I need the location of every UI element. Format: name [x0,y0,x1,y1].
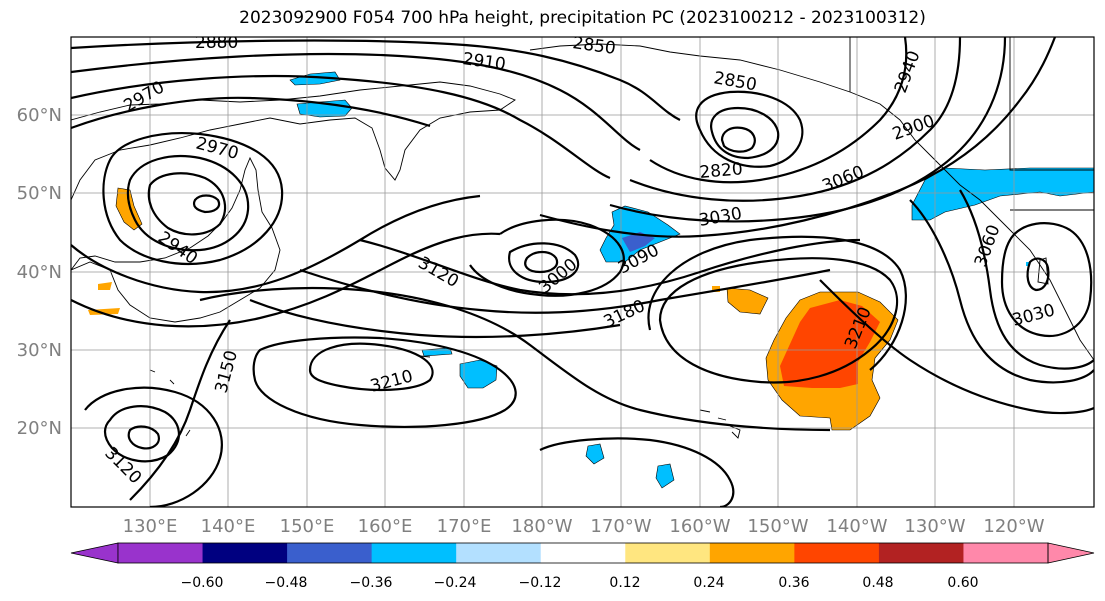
colorbar-tick-label: −0.36 [350,575,393,591]
colorbar-extend-min [70,542,119,564]
lat-label: 60°N [17,105,62,126]
colorbar-segment [878,543,964,563]
colorbar-tick-label: 0.60 [947,575,978,591]
lon-label: 160°E [358,516,413,537]
colorbar-segment [202,543,288,563]
lon-label: 150°W [747,516,808,537]
precip-positive-areas [88,187,899,431]
colorbar-tick-label: −0.24 [434,575,477,591]
longitude-labels: 130°E 140°E 150°E 160°E 170°E 180°W 170°… [123,516,1045,537]
lon-label: 180°W [511,516,572,537]
lon-label: 150°E [280,516,335,537]
colorbar-tick-label: 0.36 [778,575,809,591]
lon-label: 120°W [983,516,1044,537]
colorbar-segment [287,543,373,563]
colorbar-segment [371,543,457,563]
colorbar-segment [456,543,542,563]
lat-label: 20°N [17,418,62,439]
lon-label: 130°E [123,516,178,537]
lon-label: 140°W [826,516,887,537]
colorbar-segment [794,543,880,563]
latitude-labels: 60°N 50°N 40°N 30°N 20°N [17,105,62,439]
lon-label: 130°W [904,516,965,537]
height-contours [71,37,1094,507]
colorbar-tick-labels: −0.60 −0.48 −0.36 −0.24 −0.12 0.12 0.24 … [181,575,979,591]
map-title: 2023092900 F054 700 hPa height, precipit… [239,8,926,28]
lat-label: 30°N [17,340,62,361]
lon-label: 170°W [590,516,651,537]
lat-label: 40°N [17,262,62,283]
lon-label: 170°E [437,516,492,537]
contour-label: 2820 [699,159,744,183]
colorbar-tick-label: −0.48 [265,575,308,591]
colorbar-tick-label: −0.12 [519,575,562,591]
colorbar-tick-label: 0.24 [693,575,724,591]
colorbar-tick-label: −0.60 [181,575,224,591]
colorbar-segment [540,543,626,563]
lat-label: 50°N [17,183,62,204]
map-frame [70,36,1095,508]
colorbar-tick-label: 0.12 [609,575,640,591]
colorbar-segment [118,543,204,563]
lon-label: 140°E [201,516,256,537]
colorbar-segment [709,543,795,563]
colorbar-segment [963,543,1049,563]
graticule [71,37,1094,507]
colorbar-segment [625,543,711,563]
contour-label: 2850 [571,33,617,59]
lon-label: 160°W [669,516,730,537]
colorbar-tick-label: 0.48 [862,575,893,591]
contour-label: 2880 [195,33,238,53]
colorbar-extend-max [1047,542,1095,564]
colorbar-outline [117,542,1049,564]
colorbar [70,542,1095,564]
